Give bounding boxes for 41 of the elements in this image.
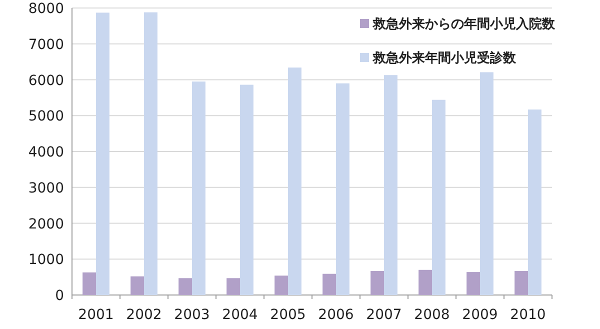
bar: [130, 276, 144, 295]
bar: [370, 270, 384, 295]
legend-label: 救急外来年間小児受診数: [372, 50, 517, 66]
bar: [192, 82, 206, 295]
x-tick-label: 2009: [462, 307, 498, 323]
x-tick-label: 2002: [126, 307, 162, 323]
y-tick-label: 5000: [28, 108, 64, 125]
x-tick-label: 2006: [318, 307, 354, 323]
y-tick-label: 0: [55, 288, 64, 304]
y-tick-label: 7000: [28, 36, 64, 53]
x-tick-label: 2004: [222, 307, 258, 323]
bar: [514, 270, 528, 295]
x-tick-label: 2007: [366, 307, 402, 323]
bar: [226, 278, 240, 295]
y-tick-label: 2000: [28, 216, 64, 232]
bar: [144, 12, 158, 295]
x-tick-label: 2005: [270, 307, 306, 323]
bar: [240, 84, 254, 295]
x-tick-label: 2008: [414, 307, 450, 323]
bar: [336, 83, 350, 295]
y-tick-label: 4000: [28, 144, 64, 160]
bar: [528, 110, 542, 295]
bar: [96, 12, 110, 295]
y-tick-label: 3000: [28, 180, 64, 196]
bar: [418, 270, 432, 295]
bar: [432, 100, 446, 295]
bar: [178, 278, 192, 295]
y-tick-label: 1000: [28, 252, 64, 268]
x-tick-label: 2001: [78, 307, 114, 323]
bar: [466, 272, 480, 295]
y-tick-label: 6000: [28, 72, 64, 89]
x-tick-label: 2010: [510, 307, 546, 323]
legend-label: 救急外来からの年間小児入院数: [372, 16, 556, 32]
bar: [288, 68, 302, 295]
x-tick-label: 2003: [174, 307, 210, 323]
bar: [384, 75, 398, 295]
bar: [274, 276, 288, 295]
bar: [480, 72, 494, 295]
y-tick-label: 8000: [28, 1, 64, 17]
bar: [82, 272, 96, 295]
bar: [322, 274, 336, 295]
